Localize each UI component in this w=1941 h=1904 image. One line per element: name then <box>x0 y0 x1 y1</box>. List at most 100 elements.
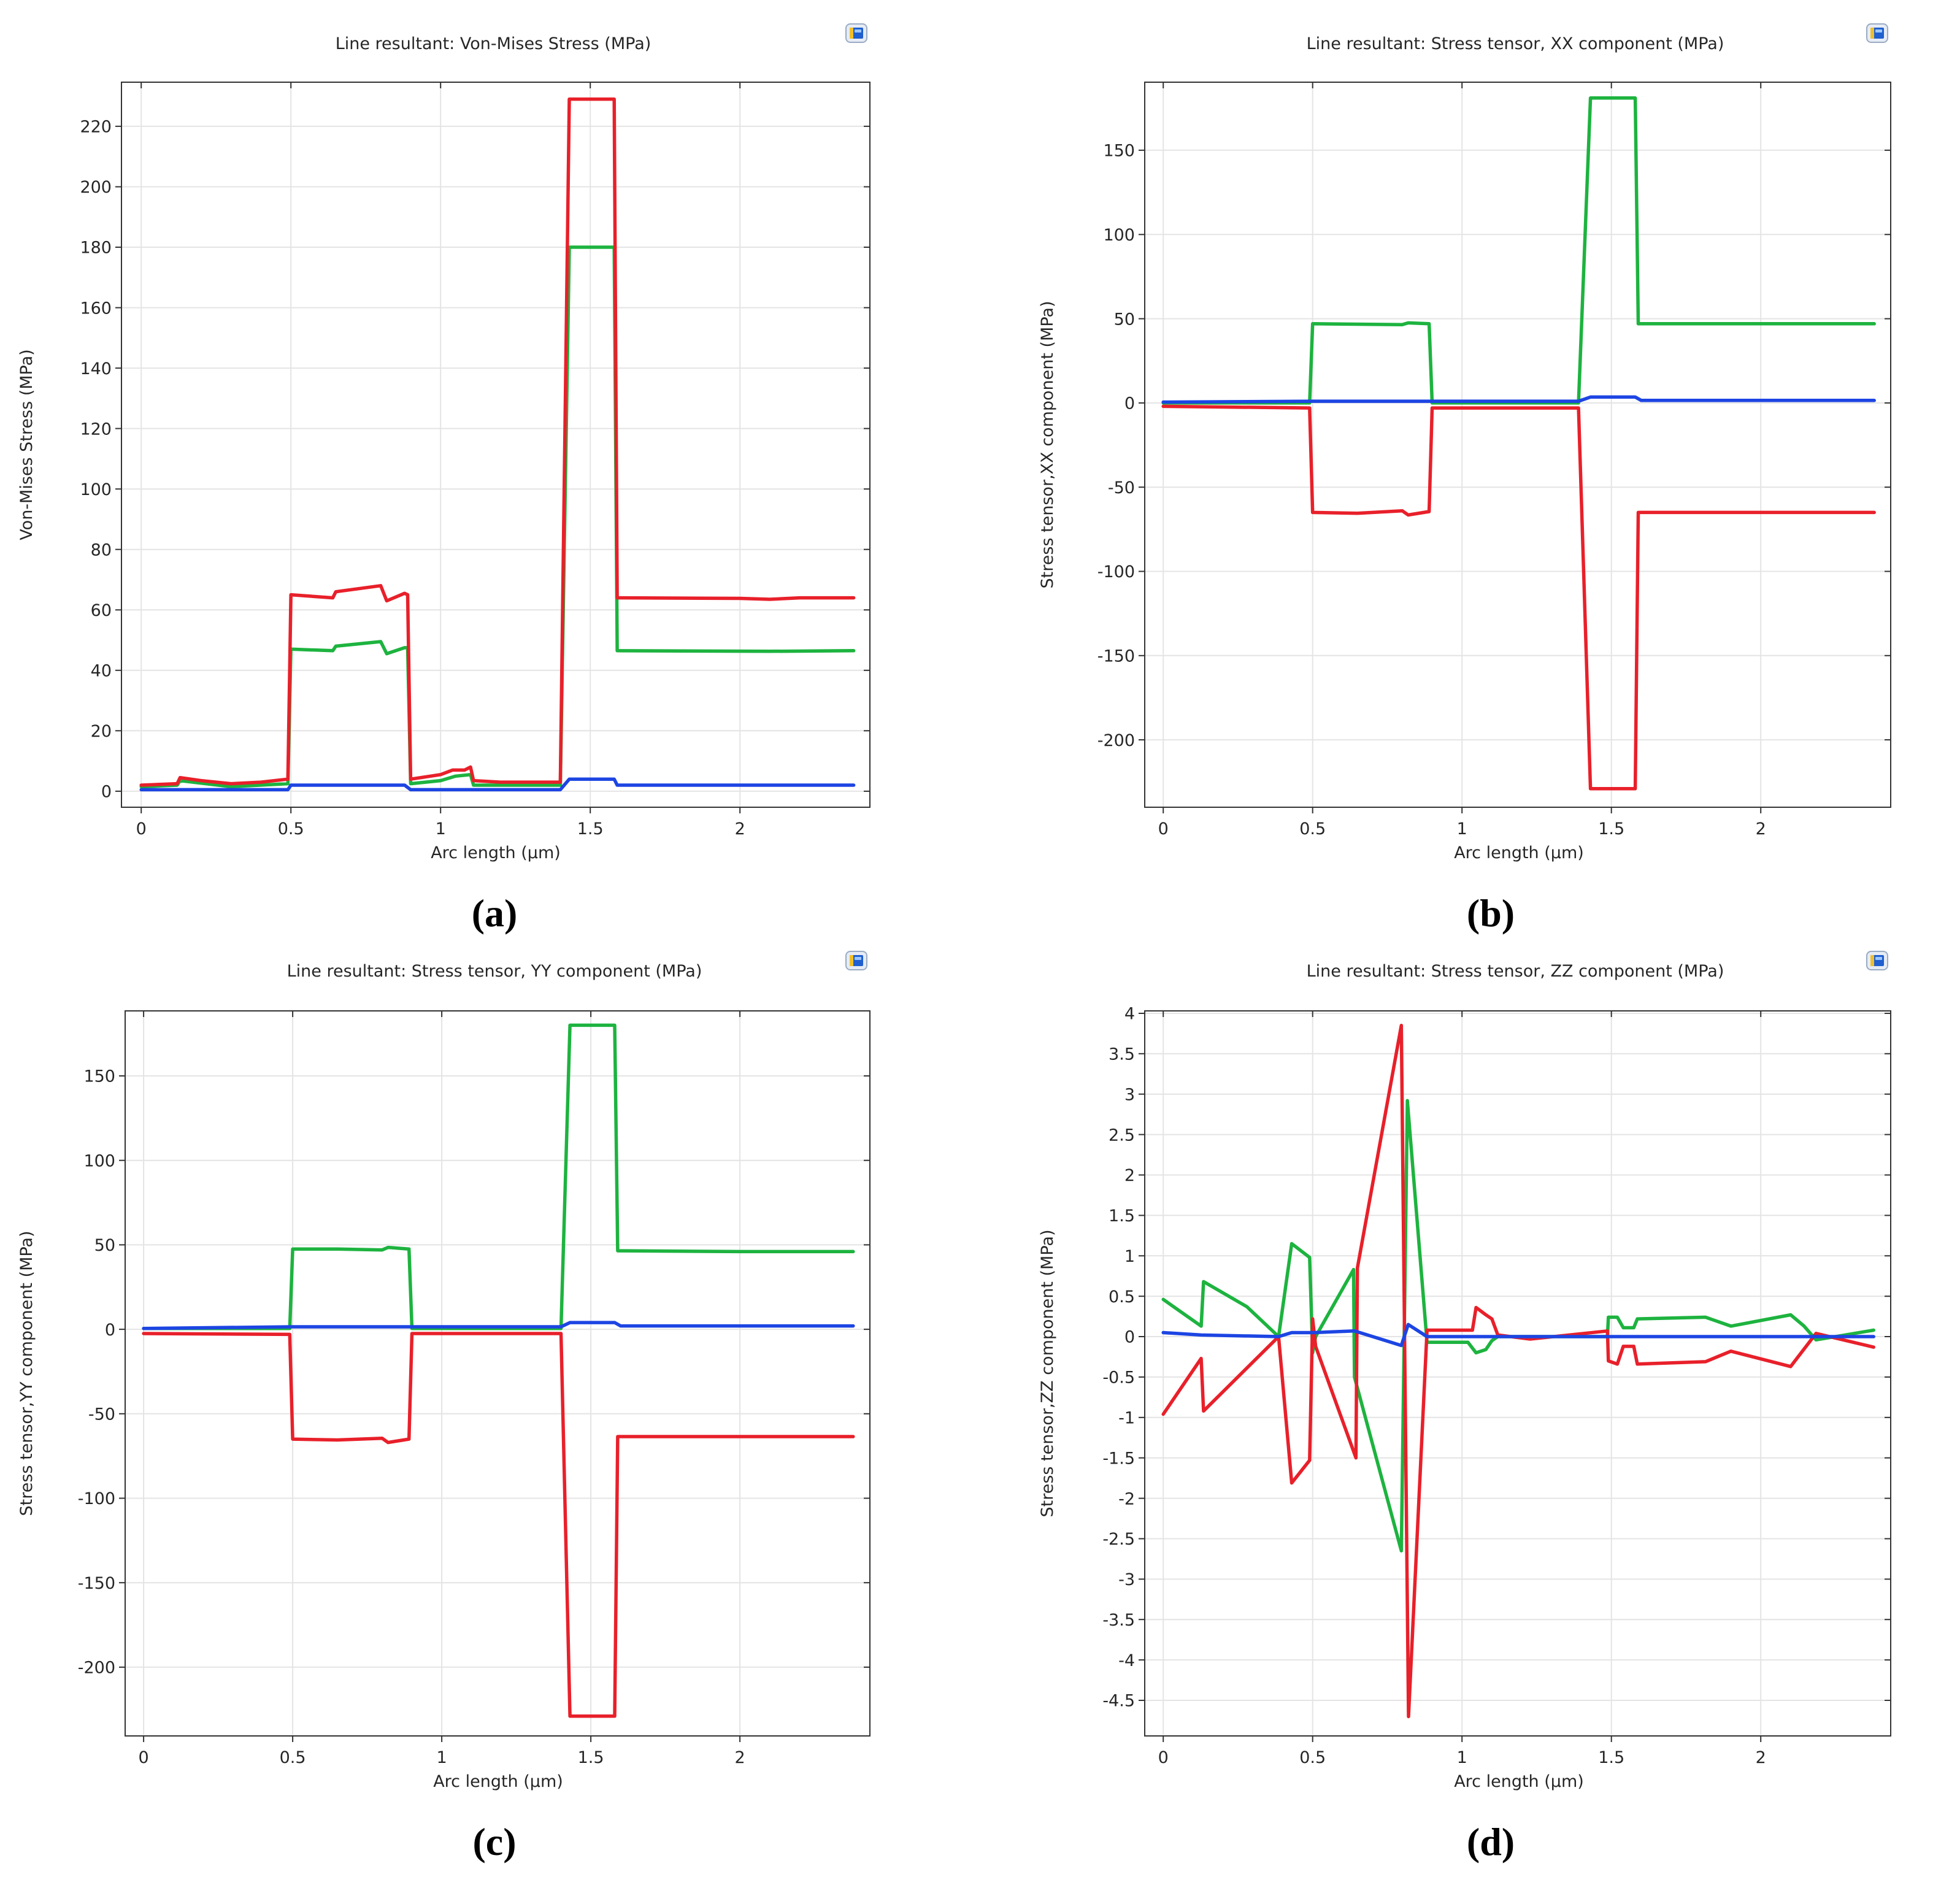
plot-frame <box>1144 1010 1891 1737</box>
series-line-green <box>1161 1099 1875 1553</box>
plot-toolbar-icon-accent <box>1870 28 1874 39</box>
y-tick-label: 80 <box>91 540 112 559</box>
panel-caption: (a) <box>472 891 518 935</box>
y-tick-label: -200 <box>1097 731 1135 750</box>
plot-frame <box>125 1010 871 1737</box>
x-tick-label: 1 <box>1457 820 1467 839</box>
y-tick-label: -150 <box>78 1574 115 1593</box>
plot-toolbar-icon-highlight <box>1875 957 1882 960</box>
y-tick-label: 2.5 <box>1109 1126 1135 1145</box>
x-tick-label: 1.5 <box>577 820 604 839</box>
x-tick-label: 1 <box>1457 1748 1467 1767</box>
y-tick-label: 180 <box>80 239 112 258</box>
y-tick-label: -4.5 <box>1102 1692 1135 1711</box>
x-tick-label: 1.5 <box>1598 1748 1624 1767</box>
y-axis-label: Stress tensor,ZZ component (MPa) <box>1038 1229 1057 1517</box>
x-tick-label: 1 <box>437 1748 447 1767</box>
series-line-red <box>1161 1023 1875 1719</box>
y-tick-label: 0 <box>105 1321 115 1340</box>
y-tick-label: 3 <box>1124 1085 1135 1104</box>
y-tick-label: 0.5 <box>1109 1288 1135 1307</box>
panel-d-stress-zz: 0 0.5 1 1.5 2 -4.5 -4 -3.5 -3 -2.5 -2 -1.5 -1 -0.5 0 0.… <box>1038 951 1891 1864</box>
series-line-blue <box>1161 395 1876 404</box>
plot-toolbar-icon[interactable] <box>845 951 867 970</box>
plot-toolbar-icon-highlight <box>855 957 861 960</box>
y-tick-label: 150 <box>83 1067 115 1086</box>
x-tick-label: 1.5 <box>1598 820 1624 839</box>
plot-toolbar-icon-highlight <box>855 29 861 33</box>
y-tick-label: 0 <box>1124 394 1135 413</box>
x-tick-label: 2 <box>1756 1748 1766 1767</box>
gridlines <box>125 1011 870 1736</box>
y-tick-label: 20 <box>91 722 112 741</box>
y-tick-label: 2 <box>1124 1166 1135 1185</box>
x-axis-label: Arc length (μm) <box>431 843 561 862</box>
plot-toolbar-icon-accent <box>850 955 853 966</box>
x-tick-label: 0.5 <box>278 820 304 839</box>
plot-toolbar-icon[interactable] <box>1866 951 1888 970</box>
x-axis-label: Arc length (μm) <box>1454 1772 1584 1791</box>
y-tick-label: -3.5 <box>1102 1611 1135 1630</box>
series-line-blue <box>139 777 856 792</box>
x-tick-label: 0 <box>136 820 147 839</box>
x-tick-label: 0.5 <box>1299 1748 1326 1767</box>
y-axis-label: Von-Mises Stress (MPa) <box>17 349 36 540</box>
series-line-red <box>1161 404 1876 791</box>
plot-toolbar-icon-accent <box>1870 955 1874 966</box>
gridlines <box>1145 1011 1891 1736</box>
series-line-blue <box>142 1321 855 1330</box>
plot-toolbar-icon-highlight <box>1875 29 1882 33</box>
plot-area <box>1145 82 1891 807</box>
y-axis-label: Stress tensor,YY component (MPa) <box>17 1230 36 1516</box>
y-tick-label: 40 <box>91 662 112 681</box>
y-tick-label: 3.5 <box>1109 1045 1135 1064</box>
plot-title: Line resultant: Von-Mises Stress (MPa) <box>336 34 651 53</box>
y-tick-label: 220 <box>80 118 112 137</box>
x-tick-label: 2 <box>735 820 745 839</box>
y-tick-label: -50 <box>88 1405 115 1424</box>
plot-title: Line resultant: Stress tensor, ZZ compon… <box>1307 962 1724 981</box>
plot-toolbar-icon[interactable] <box>845 23 867 43</box>
panel-a-von-mises-stress: 0 0.5 1 1.5 2020406080100120140160180200220L… <box>17 23 871 935</box>
y-tick-label: 160 <box>80 299 112 318</box>
plot-title: Line resultant: Stress tensor, XX compon… <box>1307 34 1724 53</box>
y-tick-label: 1 <box>1124 1247 1135 1266</box>
y-tick-label: -4 <box>1118 1651 1135 1670</box>
y-tick-label: 50 <box>94 1236 115 1255</box>
y-tick-label: 0 <box>1124 1328 1135 1347</box>
x-tick-label: 0 <box>139 1748 149 1767</box>
y-tick-label: 50 <box>1114 310 1135 329</box>
gridlines <box>121 82 870 807</box>
x-tick-label: 1 <box>436 820 446 839</box>
x-tick-label: 2 <box>1756 820 1766 839</box>
plot-area <box>121 82 870 807</box>
series-line-green <box>142 1023 855 1330</box>
x-tick-label: 0 <box>1158 820 1169 839</box>
series-line-red <box>139 97 856 787</box>
y-tick-label: 0 <box>101 783 112 802</box>
series-line-blue <box>1161 1322 1875 1348</box>
y-tick-label: 60 <box>91 601 112 620</box>
y-tick-label: 120 <box>80 420 112 439</box>
plot-toolbar-icon[interactable] <box>1866 23 1888 43</box>
plot-area <box>1145 1011 1891 1736</box>
y-tick-label: 100 <box>80 480 112 499</box>
y-tick-label: 100 <box>1103 226 1135 245</box>
y-tick-label: -100 <box>78 1489 115 1508</box>
y-tick-label: -50 <box>1108 478 1135 497</box>
panel-b-stress-xx: 0 0.5 1 1.5 2 -200 -150 -100 -50 0 50 100 150 Line re… <box>1038 23 1891 935</box>
y-tick-label: -0.5 <box>1102 1368 1135 1388</box>
panel-caption: (c) <box>472 1820 516 1864</box>
x-tick-label: 0 <box>1158 1748 1169 1767</box>
x-tick-label: 1.5 <box>578 1748 604 1767</box>
y-tick-label: -200 <box>78 1659 115 1678</box>
plot-toolbar-icon-accent <box>850 28 853 39</box>
y-tick-label: 140 <box>80 359 112 378</box>
y-tick-label: -2 <box>1118 1489 1135 1508</box>
plot-frame <box>1144 82 1891 808</box>
x-tick-label: 0.5 <box>280 1748 306 1767</box>
y-tick-label: 100 <box>83 1151 115 1170</box>
y-tick-label: -1.5 <box>1102 1449 1135 1468</box>
x-tick-label: 0.5 <box>1299 820 1326 839</box>
